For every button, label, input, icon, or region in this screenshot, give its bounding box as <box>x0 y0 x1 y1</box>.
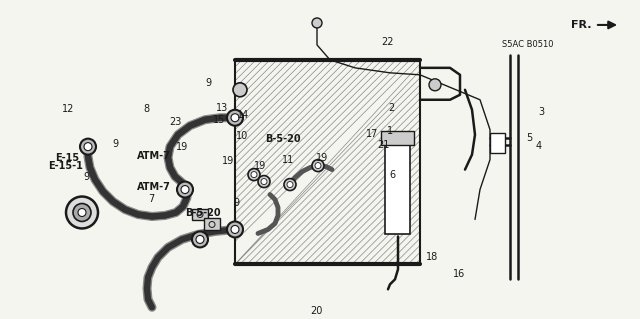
Text: 18: 18 <box>426 252 438 263</box>
Text: 10: 10 <box>236 131 248 141</box>
Circle shape <box>84 143 92 151</box>
Circle shape <box>192 232 208 248</box>
Circle shape <box>284 179 296 190</box>
Text: 6: 6 <box>389 170 395 180</box>
Text: 13: 13 <box>216 103 228 113</box>
Text: B-5-20: B-5-20 <box>265 134 301 144</box>
Text: 23: 23 <box>169 117 181 127</box>
Text: 2: 2 <box>388 103 394 113</box>
Circle shape <box>181 186 189 194</box>
Text: 9: 9 <box>233 197 239 208</box>
Text: E-15-1: E-15-1 <box>48 160 83 171</box>
Circle shape <box>258 175 270 188</box>
Text: 22: 22 <box>381 37 394 47</box>
Text: 15: 15 <box>213 115 225 125</box>
Text: 20: 20 <box>310 306 323 316</box>
Text: S5AC B0510: S5AC B0510 <box>502 40 554 49</box>
Text: 12: 12 <box>62 104 74 114</box>
Circle shape <box>287 182 293 188</box>
Text: 11: 11 <box>282 155 294 165</box>
Circle shape <box>429 79 441 91</box>
Text: 21: 21 <box>377 140 389 150</box>
Text: 3: 3 <box>538 107 544 117</box>
Bar <box>385 145 410 234</box>
Circle shape <box>73 204 91 221</box>
Circle shape <box>312 18 322 28</box>
Circle shape <box>196 235 204 243</box>
Text: 9: 9 <box>83 172 89 182</box>
Text: 7: 7 <box>148 194 154 204</box>
Text: FR.: FR. <box>570 20 591 30</box>
Circle shape <box>248 169 260 181</box>
Text: 19: 19 <box>254 160 266 171</box>
Bar <box>192 209 208 220</box>
Circle shape <box>231 114 239 122</box>
Circle shape <box>177 182 193 197</box>
Circle shape <box>227 110 243 126</box>
Circle shape <box>78 209 86 217</box>
Bar <box>204 219 220 230</box>
Text: 4: 4 <box>536 141 542 151</box>
Text: 19: 19 <box>316 152 328 163</box>
Text: E-15: E-15 <box>55 152 79 163</box>
Text: 8: 8 <box>143 104 149 114</box>
Text: 14: 14 <box>237 110 249 120</box>
Text: 19: 19 <box>222 156 234 166</box>
Text: 9: 9 <box>112 139 118 149</box>
Circle shape <box>315 163 321 169</box>
Circle shape <box>261 179 267 185</box>
Text: ATM-7: ATM-7 <box>137 151 171 161</box>
Text: 5: 5 <box>526 133 532 143</box>
Text: 16: 16 <box>453 269 465 279</box>
Text: 19: 19 <box>176 142 188 152</box>
Circle shape <box>227 221 243 237</box>
Text: B-5-20: B-5-20 <box>185 207 221 218</box>
Text: 9: 9 <box>205 78 211 88</box>
Circle shape <box>66 197 98 228</box>
Bar <box>235 60 420 264</box>
Text: 1: 1 <box>387 126 393 136</box>
Bar <box>381 131 414 145</box>
Circle shape <box>312 160 324 172</box>
Circle shape <box>80 139 96 155</box>
Bar <box>490 133 505 152</box>
Circle shape <box>233 83 247 97</box>
Circle shape <box>251 172 257 178</box>
Circle shape <box>231 226 239 234</box>
Text: 17: 17 <box>366 129 378 139</box>
Text: ATM-7: ATM-7 <box>137 182 171 192</box>
